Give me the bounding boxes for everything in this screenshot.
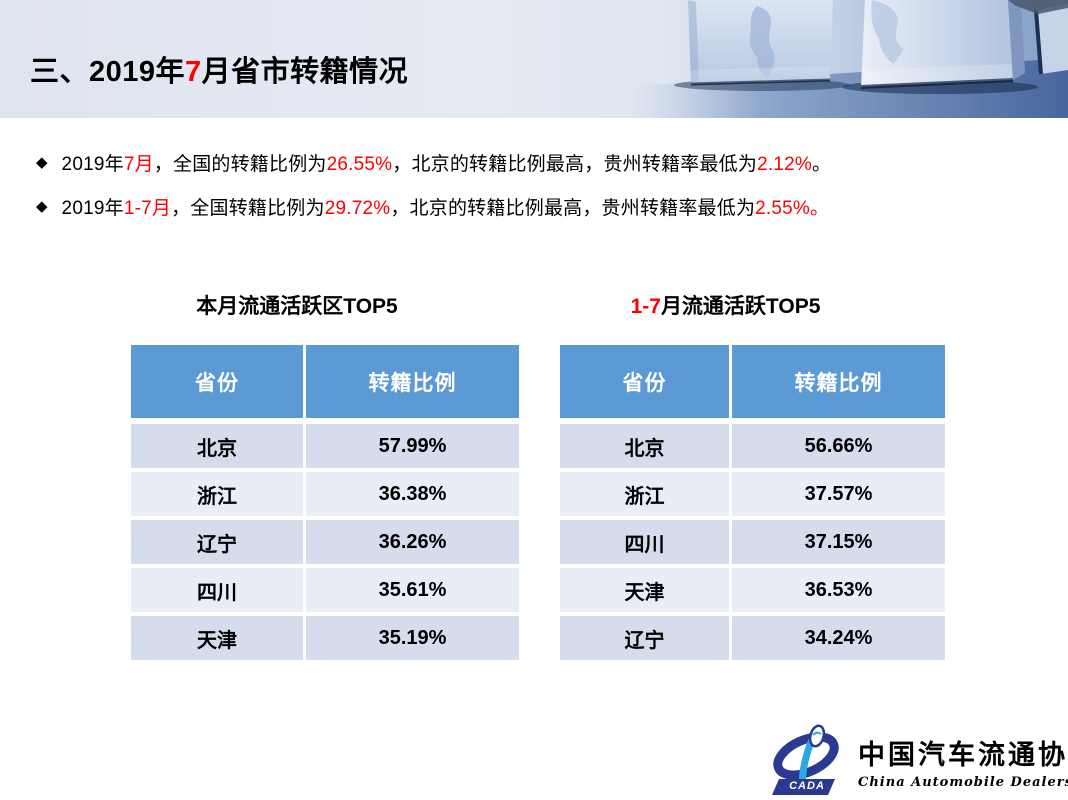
table-row: 辽宁 34.24% [560, 616, 945, 660]
left-table-title: 本月流通活跃区TOP5 [103, 290, 491, 320]
diamond-bullet-icon: ◆ [36, 154, 48, 171]
text-segment: 26.55% [326, 154, 393, 175]
ratio-cell: 36.26% [306, 520, 519, 564]
table-body: 北京 57.99% 浙江 36.38% 辽宁 36.26% 四川 35.61% 天津 35.19% [131, 424, 519, 660]
ratio-cell: 35.61% [306, 568, 519, 612]
province-cell: 四川 [560, 520, 729, 564]
logo-name-chinese: 中国汽车流通协会 [858, 740, 1068, 771]
province-cell: 天津 [560, 568, 729, 612]
text-segment: 月省市转籍情况 [201, 56, 409, 88]
bullet-item: ◆ 2019年7月，全国的转籍比例为26.55%，北京的转籍比例最高，贵州转籍率… [36, 149, 831, 176]
header-decoration-cubes [0, 0, 1068, 118]
table-row: 四川 35.61% [131, 568, 519, 612]
ratio-cell: 36.53% [732, 568, 945, 612]
province-cell: 北京 [560, 424, 729, 468]
ratio-cell: 37.57% [732, 472, 945, 516]
cada-logo-emblem-icon: CADA [772, 724, 848, 796]
text-segment: 2.12% [757, 154, 812, 175]
right-table: 省份 转籍比例 北京 56.66% 浙江 37.57% 四川 37.15% 天津 36.53%… [560, 345, 945, 664]
bullet-text: 2019年1-7月，全国转籍比例为29.72%，北京的转籍比例最高，贵州转籍率最… [62, 193, 830, 220]
diamond-bullet-icon: ◆ [36, 198, 48, 215]
province-cell: 浙江 [131, 472, 303, 516]
ratio-cell: 56.66% [732, 424, 945, 468]
text-segment: 。 [811, 154, 832, 175]
province-cell: 浙江 [560, 472, 729, 516]
logo-text-block: 中国汽车流通协会 China Automobile Dealers Associ… [858, 724, 1068, 790]
page-title: 三、2019年7月省市转籍情况 [30, 48, 408, 90]
cada-logo: CADA 中国汽车流通协会 China Automobile Dealers A… [772, 724, 1068, 796]
text-segment: 本月流通活跃区TOP5 [196, 295, 398, 318]
text-segment: ，北京的转籍比例最高，贵州转籍率最低为 [390, 198, 756, 219]
ratio-cell: 37.15% [732, 520, 945, 564]
province-cell: 辽宁 [131, 520, 303, 564]
table-row: 天津 35.19% [131, 616, 519, 660]
province-cell: 北京 [131, 424, 303, 468]
text-segment: 2.55%。 [755, 198, 830, 219]
text-segment: ，全国转籍比例为 [171, 198, 325, 219]
province-cell: 天津 [131, 616, 303, 660]
right-table-title: 1-7月流通活跃TOP5 [533, 290, 918, 320]
text-segment: 1-7月 [123, 198, 172, 219]
logo-name-english: China Automobile Dealers Association [858, 775, 1068, 790]
column-header-province: 省份 [560, 345, 729, 418]
table-row: 四川 37.15% [560, 520, 945, 564]
text-segment: 2019年 [61, 198, 124, 219]
text-segment: 1-7 [630, 295, 661, 318]
table-row: 浙江 37.57% [560, 472, 945, 516]
text-segment: 三、2019年 [30, 56, 186, 88]
ratio-cell: 34.24% [732, 616, 945, 660]
text-segment: ，北京的转籍比例最高，贵州转籍率最低为 [392, 154, 758, 175]
table-row: 浙江 36.38% [131, 472, 519, 516]
header-band: 三、2019年7月省市转籍情况 [0, 0, 1068, 118]
bullet-text: 2019年7月，全国的转籍比例为26.55%，北京的转籍比例最高，贵州转籍率最低… [62, 149, 832, 176]
table-row: 天津 36.53% [560, 568, 945, 612]
table-row: 北京 57.99% [131, 424, 519, 468]
table-body: 北京 56.66% 浙江 37.57% 四川 37.15% 天津 36.53% 辽宁 34.24% [560, 424, 945, 660]
province-cell: 辽宁 [560, 616, 729, 660]
ratio-cell: 36.38% [306, 472, 519, 516]
column-header-ratio: 转籍比例 [732, 345, 945, 418]
cada-acronym: CADA [789, 780, 825, 792]
text-segment: 7 [185, 56, 202, 88]
text-segment: 2019年 [61, 154, 124, 175]
table-row: 辽宁 36.26% [131, 520, 519, 564]
column-header-province: 省份 [131, 345, 303, 418]
bullet-list: ◆ 2019年7月，全国的转籍比例为26.55%，北京的转籍比例最高，贵州转籍率… [36, 149, 831, 220]
table-header-row: 省份 转籍比例 [560, 345, 945, 418]
table-header-row: 省份 转籍比例 [131, 345, 519, 418]
text-segment: 月流通活跃TOP5 [660, 295, 821, 318]
table-row: 北京 56.66% [560, 424, 945, 468]
ratio-cell: 57.99% [306, 424, 519, 468]
province-cell: 四川 [131, 568, 303, 612]
ratio-cell: 35.19% [306, 616, 519, 660]
bullet-item: ◆ 2019年1-7月，全国转籍比例为29.72%，北京的转籍比例最高，贵州转籍… [36, 193, 831, 220]
text-segment: ，全国的转籍比例为 [153, 154, 327, 175]
column-header-ratio: 转籍比例 [306, 345, 519, 418]
left-table: 省份 转籍比例 北京 57.99% 浙江 36.38% 辽宁 36.26% 四川 35.61%… [131, 345, 519, 664]
text-segment: 29.72% [324, 198, 391, 219]
text-segment: 7月 [123, 154, 154, 175]
